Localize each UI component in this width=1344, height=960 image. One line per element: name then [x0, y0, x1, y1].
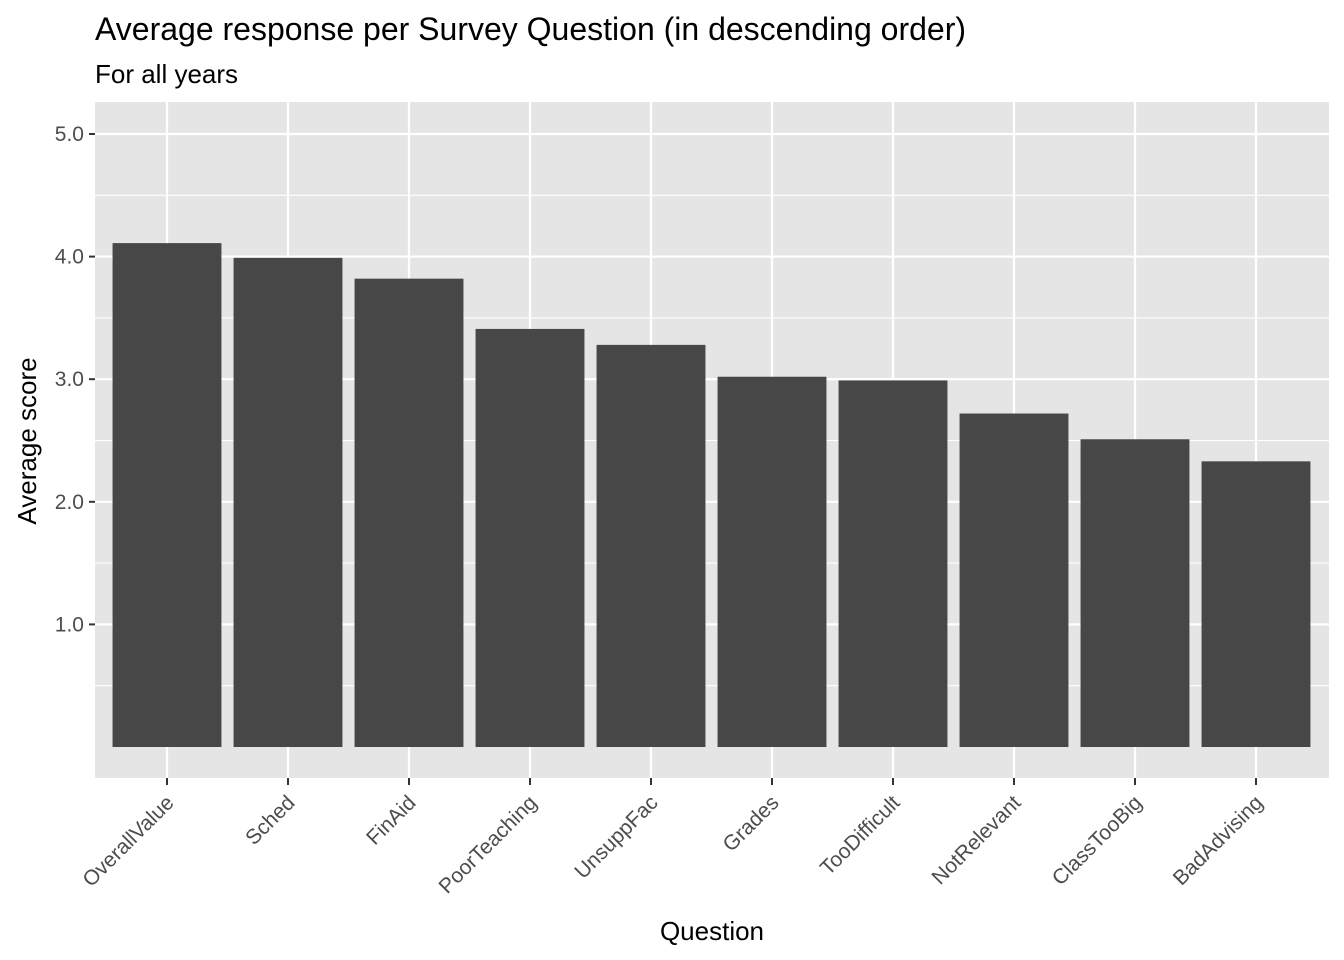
bar-grades — [717, 376, 827, 747]
x-tick-label: FinAid — [362, 791, 420, 849]
x-tick-label: PoorTeaching — [434, 791, 541, 898]
bar-badadvising — [1201, 461, 1311, 747]
x-axis-title: Question — [660, 916, 764, 946]
x-axis: OverallValue Sched FinAid PoorTeaching Unsup… — [78, 778, 1268, 898]
y-tick-label: 3.0 — [55, 368, 84, 391]
x-tick-label: Sched — [241, 791, 299, 849]
bar-unsuppfac — [596, 344, 706, 747]
x-tick-label: ClassTooBig — [1048, 791, 1147, 890]
bar-sched — [233, 257, 343, 747]
y-tick-label: 4.0 — [55, 246, 84, 269]
y-tick-label: 2.0 — [55, 491, 84, 514]
bars — [112, 243, 1311, 747]
x-tick-label: NotRelevant — [928, 791, 1026, 889]
y-axis: 1.0 2.0 3.0 4.0 5.0 — [55, 123, 95, 636]
bar-toodifficult — [838, 380, 948, 747]
x-tick-label: BadAdvising — [1169, 791, 1268, 890]
x-tick-label: Grades — [719, 791, 784, 856]
y-tick-label: 1.0 — [55, 613, 84, 636]
y-axis-title: Average score — [12, 357, 42, 524]
bar-finaid — [354, 278, 464, 747]
chart-subtitle: For all years — [95, 59, 238, 89]
bar-classtoobig — [1080, 439, 1190, 747]
x-tick-label: TooDifficult — [816, 791, 905, 880]
bar-poorteaching — [475, 328, 585, 747]
x-tick-label: UnsuppFac — [570, 791, 662, 883]
bar-notrelevant — [959, 413, 1069, 747]
chart-title: Average response per Survey Question (in… — [95, 11, 966, 47]
y-tick-label: 5.0 — [55, 123, 84, 146]
x-tick-label: OverallValue — [78, 791, 178, 891]
bar-overallvalue — [112, 243, 222, 747]
